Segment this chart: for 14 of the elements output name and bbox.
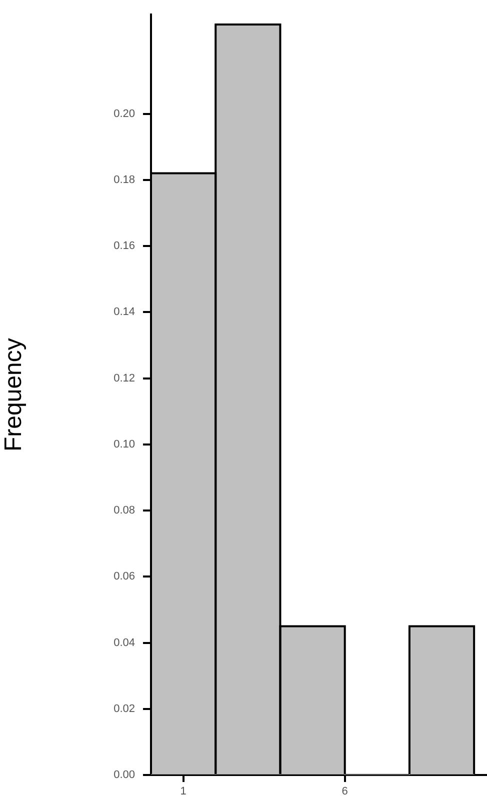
- y-tick-label: 0.20: [114, 108, 135, 120]
- y-tick-label: 0.08: [114, 504, 135, 517]
- y-tick-label: 0.06: [114, 570, 135, 583]
- x-tick-label: 1: [180, 786, 186, 798]
- y-axis-title: Frequency: [0, 338, 28, 452]
- y-tick-label: 0.10: [114, 438, 135, 450]
- x-tick-label: 6: [342, 786, 348, 798]
- y-tick-label: 0.18: [114, 174, 135, 186]
- y-tick-label: 0.04: [114, 636, 135, 649]
- y-tick-label: 0.14: [114, 306, 135, 318]
- y-tick-label: 0.00: [114, 769, 135, 782]
- y-tick-label: 0.16: [114, 240, 135, 252]
- y-tick-label: 0.02: [114, 702, 135, 715]
- y-tick-label: 0.12: [114, 372, 135, 384]
